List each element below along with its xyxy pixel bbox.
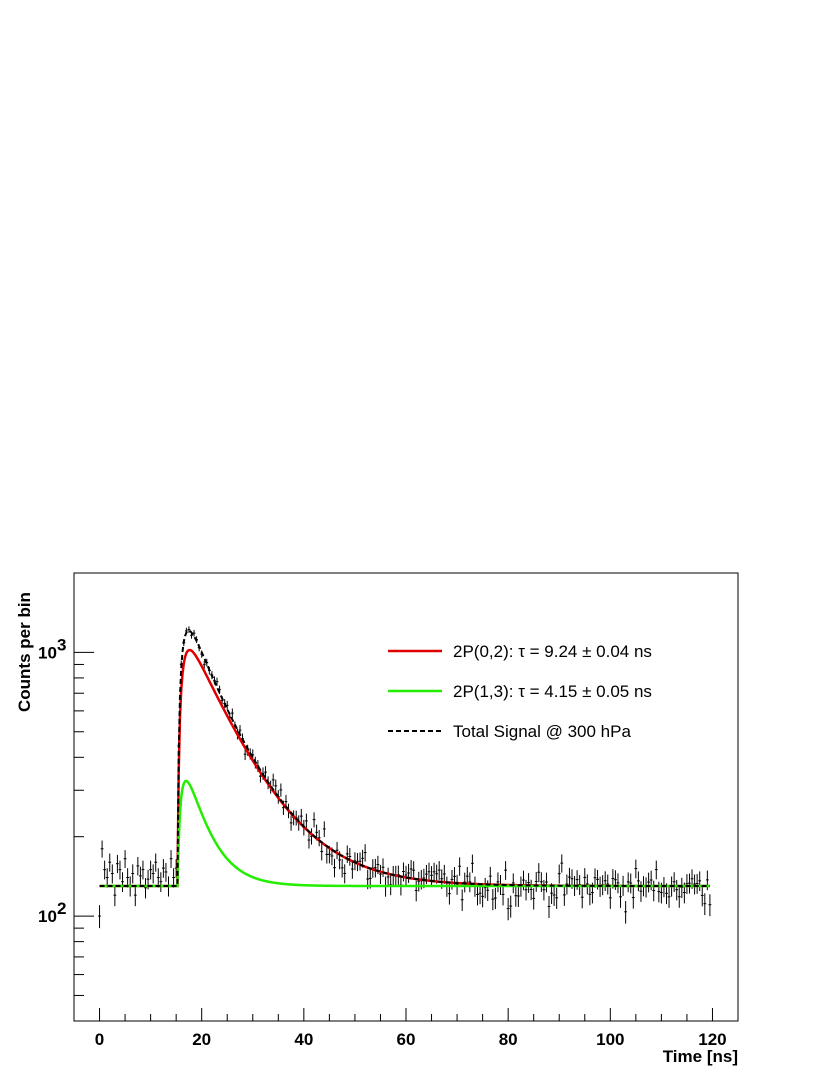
x-tick-label: 20 — [192, 1030, 211, 1049]
y-tick-exponent: 3 — [57, 635, 66, 654]
legend-label-1: 2P(1,3): τ = 4.15 ± 0.05 ns — [453, 682, 652, 701]
plot-frame — [73, 572, 739, 1022]
series-line-2p13 — [99, 779, 710, 888]
x-tick-label: 100 — [596, 1030, 624, 1049]
series-line-total — [99, 629, 710, 888]
legend-label-2: Total Signal @ 300 hPa — [453, 722, 631, 741]
x-tick-label: 40 — [294, 1030, 313, 1049]
y-axis-title: Counts per bin — [15, 592, 34, 712]
legend: 2P(0,2): τ = 9.24 ± 0.04 ns 2P(1,3): τ =… — [388, 642, 652, 741]
plot-content — [98, 626, 712, 929]
x-tick-label: 0 — [95, 1030, 104, 1049]
legend-label-0: 2P(0,2): τ = 9.24 ± 0.04 ns — [453, 642, 652, 661]
measured-points — [98, 626, 712, 929]
x-tick-label: 120 — [698, 1030, 726, 1049]
y-tick-label: 10 — [38, 643, 57, 662]
y-tick-label: 10 — [38, 907, 57, 926]
y-tick-exponent: 2 — [57, 899, 66, 918]
x-tick-label: 60 — [397, 1030, 416, 1049]
x-tick-label: 80 — [499, 1030, 518, 1049]
x-axis-title: Time [ns] — [663, 1047, 738, 1066]
x-axis: 0 20 40 60 80 100 120 — [73, 1008, 739, 1049]
